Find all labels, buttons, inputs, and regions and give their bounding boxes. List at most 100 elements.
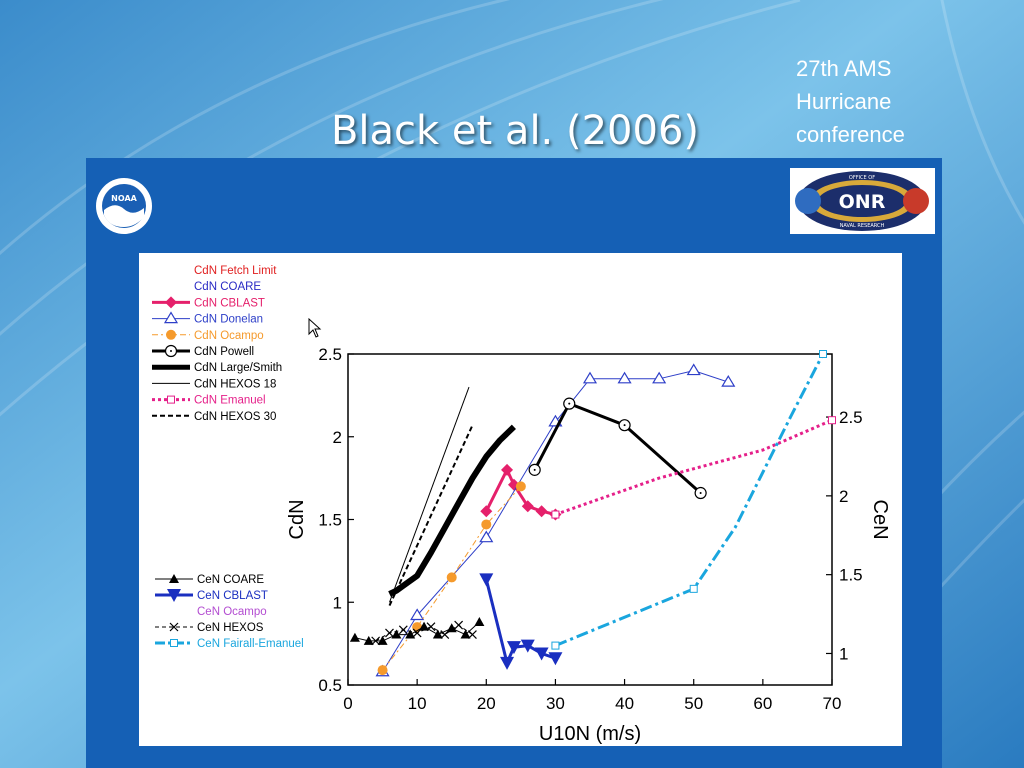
series-line-cdn-large-smith [388, 424, 516, 597]
data-point-cdn-cblast [521, 500, 534, 513]
data-point-cen-fairall-emanuel [551, 641, 560, 650]
y-tick-label: 0.5 [318, 676, 342, 695]
y-tick-label: 1 [333, 593, 342, 612]
legend-label: CeN Fairall-Emanuel [197, 638, 304, 650]
data-point-cdn-donelan [582, 371, 598, 384]
legend-marker-dot [170, 350, 172, 352]
series-line-cdn-hexos-30 [388, 424, 474, 607]
series-line-cdn-emanuel [554, 418, 833, 516]
legend-marker [170, 639, 178, 647]
data-point-cen-cblast [520, 639, 535, 653]
legend-marker [167, 395, 175, 404]
onr-logo-ring-bottom: NAVAL RESEARCH [840, 223, 885, 229]
data-point-cen-coare [419, 621, 430, 631]
chart-svg: 0 10 20 30 40 50 60 70 0.5 1 1.5 2 2.5 1 1.5 2 2.5 U10N (… [152, 265, 891, 745]
legend-label: CeN CBLAST [197, 590, 268, 602]
data-point-cen-coare [474, 616, 485, 626]
data-point-cdn-ocampo [377, 665, 388, 676]
data-point-cen-hexos [454, 620, 464, 630]
data-point-cen-cblast [500, 656, 515, 670]
onr-logo-text: ONR [839, 191, 886, 213]
noaa-logo-text: NOAA [111, 194, 137, 203]
data-point-cdn-powell-dot [699, 492, 702, 495]
data-point-cen-fairall-emanuel [819, 350, 828, 358]
data-point-cdn-ocampo [515, 481, 526, 492]
legend-label: CdN Powell [194, 346, 254, 358]
data-point-cen-hexos [371, 636, 381, 646]
data-point-cdn-ocampo [481, 519, 492, 530]
conference-line: conference [796, 122, 905, 147]
mouse-cursor-icon [308, 318, 322, 338]
legend-marker [166, 329, 176, 340]
legend-label: CdN COARE [194, 281, 261, 293]
data-point-cen-coare [391, 629, 402, 639]
data-point-cen-coare [460, 629, 471, 639]
data-point-cdn-emanuel [551, 510, 560, 519]
legend-marker [163, 311, 179, 324]
x-tick-label: 50 [684, 694, 703, 713]
conference-line: 27th AMS [796, 56, 892, 81]
data-point-cen-coare [432, 629, 443, 639]
data-point-cdn-donelan [410, 608, 425, 621]
data-point-cdn-cblast [535, 505, 548, 518]
x-axis-label: U10N (m/s) [539, 723, 641, 745]
data-point-cen-hexos [440, 630, 450, 639]
legend-label: CdN HEXOS 18 [194, 378, 276, 390]
data-point-cen-cblast [479, 573, 494, 587]
x-tick-label: 10 [408, 694, 427, 713]
data-point-cen-cblast [506, 641, 521, 655]
x-tick-label: 40 [615, 694, 634, 713]
legend-marker [167, 589, 181, 602]
data-point-cdn-emanuel [828, 416, 836, 425]
data-point-cdn-cblast [480, 505, 493, 518]
x-tick-label: 20 [477, 694, 496, 713]
chart-area [139, 253, 902, 746]
legend-label: CdN Donelan [194, 314, 263, 326]
series-line-cdn-powell [533, 402, 702, 495]
data-point-cen-coare [446, 623, 457, 633]
data-point-cen-cblast [548, 652, 563, 666]
data-point-cen-fairall-emanuel [689, 584, 698, 593]
data-point-cdn-donelan [721, 374, 736, 387]
onr-logo-ring-top: OFFICE OF [849, 175, 875, 181]
y-tick-label: 2 [333, 428, 342, 447]
data-point-cdn-donelan [652, 371, 667, 384]
series-line-cen-hexos [375, 624, 473, 642]
noaa-logo: NOAA [96, 178, 152, 234]
legend-label: CdN Large/Smith [194, 362, 282, 374]
y2-tick-label: 2 [839, 487, 848, 506]
x-tick-label: 60 [753, 694, 772, 713]
y-tick-label: 2.5 [318, 345, 342, 364]
legend-label: CdN Emanuel [194, 395, 266, 407]
data-point-cen-coare [405, 629, 416, 639]
x-tick-label: 30 [546, 694, 565, 713]
data-point-cdn-powell-dot [623, 424, 626, 427]
data-point-cdn-donelan [479, 530, 494, 543]
legend-marker [165, 296, 177, 309]
legend-marker [169, 622, 179, 632]
data-point-cen-coare [377, 635, 388, 645]
data-point-cen-hexos [468, 630, 477, 639]
data-point-cen-cblast [534, 647, 549, 661]
legend-marker [169, 574, 179, 583]
data-point-cdn-donelan [686, 363, 701, 376]
series-line-cen-fairall-emanuel [554, 353, 825, 647]
data-point-cdn-cblast [501, 463, 514, 476]
data-point-cdn-donelan [617, 371, 632, 384]
data-point-cen-hexos [398, 625, 408, 635]
legend-label: CdN CBLAST [194, 297, 265, 309]
legend-label: CeN Ocampo [197, 606, 267, 618]
data-point-cdn-powell-dot [533, 468, 536, 471]
conference-line: Hurricane [796, 89, 892, 114]
y2-tick-label: 1 [839, 644, 848, 663]
data-point-cdn-ocampo [446, 572, 457, 583]
conference-label: 27th AMS Hurricane conference [796, 52, 905, 151]
data-point-cen-hexos [385, 628, 394, 638]
slide-title: Black et al. (2006) [330, 108, 699, 154]
data-point-cen-hexos [412, 628, 422, 638]
legend-label: CdN HEXOS 30 [194, 411, 276, 423]
data-point-cen-coare [363, 635, 374, 645]
legend-label: CdN Ocampo [194, 330, 264, 342]
onr-logo: ONR OFFICE OF NAVAL RESEARCH [790, 168, 935, 234]
data-point-cdn-powell-dot [568, 402, 571, 405]
